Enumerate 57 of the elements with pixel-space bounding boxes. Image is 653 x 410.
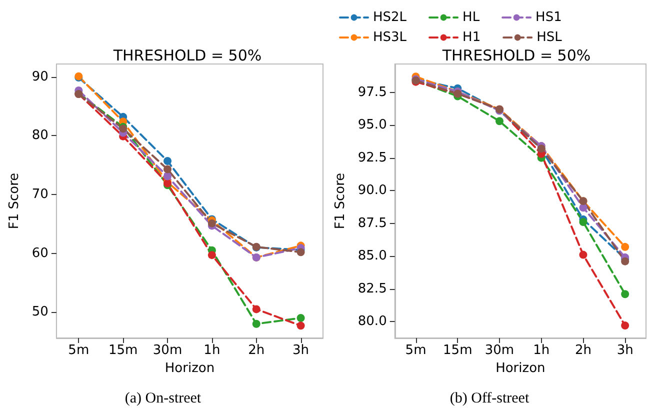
- point: [621, 322, 630, 330]
- point: [579, 204, 588, 212]
- x-tick-label: 1h: [204, 343, 220, 358]
- point: [164, 172, 172, 180]
- point: [579, 250, 588, 259]
- chart-title: THRESHOLD = 50%: [441, 46, 591, 64]
- legend-label: HS1: [536, 10, 562, 25]
- chart-title: THRESHOLD = 50%: [112, 46, 262, 64]
- x-tick-label: 1h: [533, 343, 550, 358]
- legend-label: HSL: [536, 30, 563, 45]
- point: [496, 117, 504, 126]
- point: [208, 219, 216, 228]
- point: [621, 242, 630, 251]
- y-axis-title: F1 Score: [333, 172, 348, 230]
- point: [296, 314, 305, 322]
- y-tick-label: 85.0: [358, 248, 387, 264]
- x-tick-label: 3h: [616, 343, 634, 358]
- point: [164, 165, 172, 174]
- point: [252, 305, 260, 314]
- y-tick-label: 82.5: [358, 281, 387, 296]
- x-tick-label: 5m: [405, 343, 426, 358]
- x-tick-label: 5m: [68, 343, 90, 358]
- point: [621, 257, 630, 266]
- x-tick-label: 30m: [484, 343, 514, 358]
- text: (a) On-street: [124, 390, 202, 406]
- y-tick-label: 95.0: [358, 118, 387, 133]
- x-tick-label: 15m: [108, 343, 138, 358]
- y-tick-label: 50: [32, 304, 48, 320]
- x-tick-label: 2h: [574, 343, 592, 358]
- legend-label: HS3L: [373, 30, 408, 45]
- y-tick-label: 92.5: [358, 150, 387, 166]
- y-tick-label: 97.5: [358, 84, 387, 100]
- x-tick-label: 3h: [292, 343, 310, 358]
- y-tick-label: 90.0: [358, 183, 387, 198]
- legend-label: HS2L: [373, 10, 408, 25]
- y-tick-label: 80.0: [358, 314, 387, 330]
- text: (b) Off-street: [450, 390, 530, 406]
- y-tick-label: 70: [32, 187, 48, 202]
- point: [296, 322, 305, 330]
- y-tick-label: 60: [32, 246, 48, 261]
- x-axis-title: Horizon: [496, 361, 546, 376]
- x-tick-label: 30m: [152, 343, 182, 358]
- point: [579, 218, 588, 226]
- x-axis-title: Horizon: [164, 361, 215, 376]
- point: [252, 320, 260, 328]
- point: [164, 157, 172, 166]
- point: [296, 248, 305, 256]
- y-tick-label: 87.5: [358, 216, 387, 231]
- legend-label: H1: [462, 30, 481, 45]
- x-tick-label: 15m: [443, 343, 472, 358]
- legend-label: HL: [462, 10, 480, 25]
- x-tick-label: 2h: [248, 343, 265, 358]
- y-tick-label: 80: [32, 128, 48, 144]
- y-axis-title: F1 Score: [7, 172, 22, 230]
- point: [208, 251, 216, 260]
- point: [621, 290, 630, 298]
- y-tick-label: 90: [32, 69, 48, 84]
